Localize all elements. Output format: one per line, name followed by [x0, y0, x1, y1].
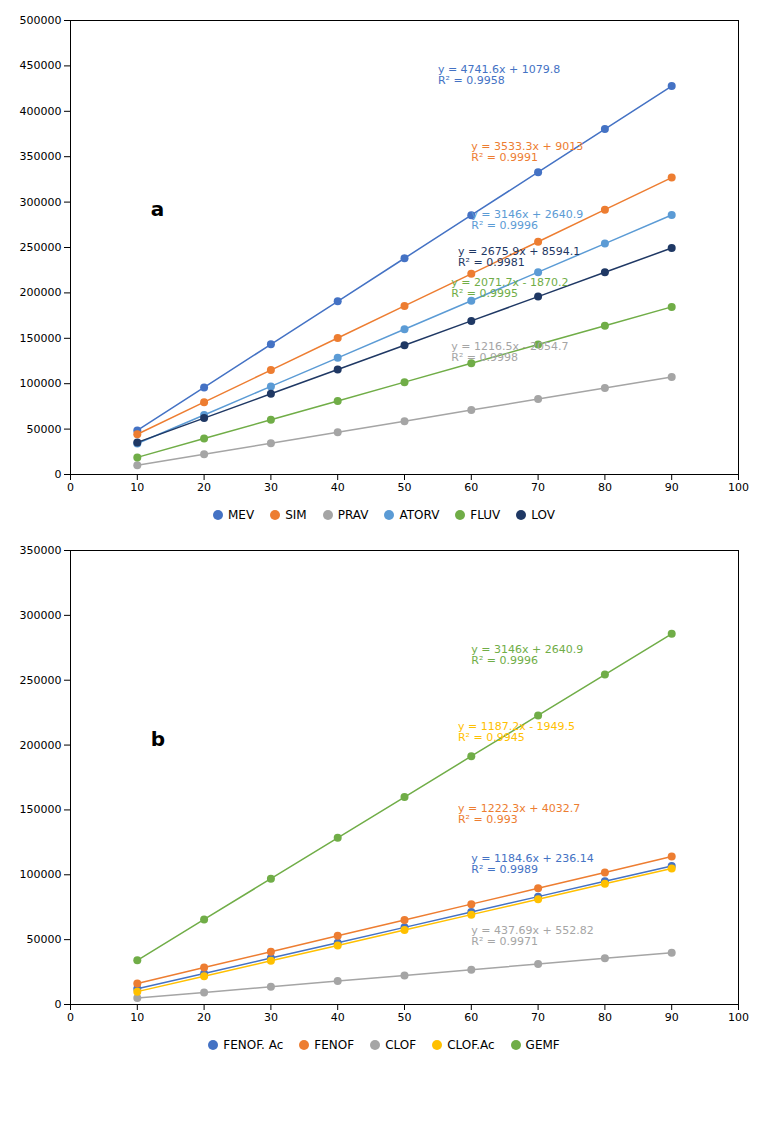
svg-text:50000: 50000 [27, 933, 62, 946]
svg-text:0: 0 [55, 468, 62, 481]
svg-text:a: a [151, 197, 165, 221]
svg-text:30: 30 [264, 1011, 278, 1024]
html-text:FENOF: FENOF [314, 1038, 355, 1052]
svg-text:150000: 150000 [20, 803, 62, 816]
svg-text:60: 60 [464, 481, 478, 494]
svg-text:450000: 450000 [20, 59, 62, 72]
svg-text:70: 70 [531, 481, 545, 494]
svg-text:40: 40 [331, 1011, 345, 1024]
svg-text:10: 10 [130, 481, 144, 494]
svg-text:y = 3146x + 2640.9R² = 0.9996: y = 3146x + 2640.9R² = 0.9996 [471, 208, 583, 232]
svg-text:70: 70 [531, 1011, 545, 1024]
svg-text:0: 0 [55, 998, 62, 1011]
html-text:PRAV: PRAV [337, 508, 369, 522]
svg-text:200000: 200000 [20, 739, 62, 752]
svg-text:y = 437.69x + 552.82R² = 0.997: y = 437.69x + 552.82R² = 0.9971 [471, 924, 593, 948]
svg-text:y = 1216.5x - 2054.7R² = 0.999: y = 1216.5x - 2054.7R² = 0.9998 [451, 340, 568, 364]
svg-text:10: 10 [130, 1011, 144, 1024]
svg-text:60: 60 [464, 1011, 478, 1024]
svg-text:100000: 100000 [20, 868, 62, 881]
svg-text:250000: 250000 [20, 674, 62, 687]
svg-text:350000: 350000 [20, 544, 62, 557]
svg-text:80: 80 [598, 1011, 612, 1024]
svg-text:500000: 500000 [20, 14, 62, 27]
svg-text:90: 90 [665, 1011, 679, 1024]
svg-text:y = 3146x + 2640.9R² = 0.9996: y = 3146x + 2640.9R² = 0.9996 [471, 643, 583, 667]
svg-text:100: 100 [728, 481, 749, 494]
svg-text:80: 80 [598, 481, 612, 494]
svg-text:b: b [151, 727, 165, 751]
svg-text:40: 40 [331, 481, 345, 494]
svg-text:100000: 100000 [20, 377, 62, 390]
svg-text:y = 2071.7x - 1870.2R² = 0.999: y = 2071.7x - 1870.2R² = 0.9995 [451, 276, 568, 300]
svg-text:20: 20 [197, 1011, 211, 1024]
html-text:SIM: SIM [285, 508, 307, 522]
svg-text:100: 100 [728, 1011, 749, 1024]
html-text:ATORV: ATORV [399, 508, 440, 522]
svg-text:250000: 250000 [20, 241, 62, 254]
svg-text:y = 2675.9x + 8594.1R² = 0.998: y = 2675.9x + 8594.1R² = 0.9981 [458, 245, 580, 269]
svg-text:30: 30 [264, 481, 278, 494]
svg-text:350000: 350000 [20, 150, 62, 163]
svg-text:20: 20 [197, 481, 211, 494]
html-text:FENOF. Ac: FENOF. Ac [223, 1038, 284, 1052]
svg-text:50: 50 [398, 1011, 412, 1024]
svg-text:0: 0 [67, 1011, 74, 1024]
html-text:FLUV: FLUV [470, 508, 501, 522]
html-text:LOV: LOV [531, 508, 555, 522]
html-text:MEV: MEV [228, 508, 255, 522]
svg-text:90: 90 [665, 481, 679, 494]
svg-text:y = 3533.3x + 9013R² = 0.9991: y = 3533.3x + 9013R² = 0.9991 [471, 140, 583, 164]
svg-text:400000: 400000 [20, 105, 62, 118]
html-text:CLOF: CLOF [385, 1038, 417, 1052]
svg-text:0: 0 [67, 481, 74, 494]
svg-text:200000: 200000 [20, 286, 62, 299]
svg-text:y = 1222.3x + 4032.7R² = 0.993: y = 1222.3x + 4032.7R² = 0.993 [458, 802, 580, 826]
svg-text:y = 4741.6x + 1079.8R² = 0.995: y = 4741.6x + 1079.8R² = 0.9958 [438, 63, 560, 87]
svg-text:300000: 300000 [20, 609, 62, 622]
svg-text:150000: 150000 [20, 332, 62, 345]
html-text:GEMF: GEMF [525, 1038, 560, 1052]
svg-text:y = 1184.6x + 236.14R² = 0.998: y = 1184.6x + 236.14R² = 0.9989 [471, 852, 593, 876]
svg-text:50000: 50000 [27, 423, 62, 436]
html-text:CLOF.Ac: CLOF.Ac [447, 1038, 495, 1052]
svg-text:300000: 300000 [20, 196, 62, 209]
svg-text:y = 1187.2x - 1949.5R² = 0.994: y = 1187.2x - 1949.5R² = 0.9945 [458, 720, 575, 744]
svg-text:50: 50 [398, 481, 412, 494]
